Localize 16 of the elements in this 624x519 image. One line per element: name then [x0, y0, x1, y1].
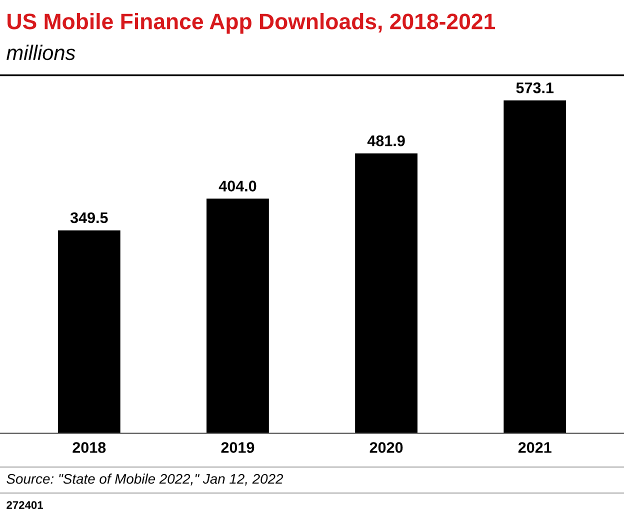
- x-tick-label: 2018: [72, 442, 106, 453]
- bar: [504, 100, 566, 434]
- text: 272401: [6, 501, 44, 510]
- bar: [355, 153, 418, 434]
- chart-subtitle: millions: [6, 44, 76, 60]
- source-note: Source: "State of Mobile 2022," Jan 12, 2022: [6, 474, 284, 486]
- data-label: 481.9: [367, 135, 405, 146]
- data-label: 404.0: [218, 180, 256, 192]
- data-label: 573.1: [516, 82, 554, 94]
- bar: [206, 198, 269, 434]
- chart-title: US Mobile Finance App Downloads, 2018-2021: [8, 12, 496, 34]
- x-tick-label: 2019: [221, 442, 254, 453]
- x-tick-label: 2021: [518, 442, 552, 453]
- bar: [58, 230, 120, 434]
- x-tick-label: 2020: [370, 442, 403, 453]
- data-label: 349.5: [70, 212, 108, 224]
